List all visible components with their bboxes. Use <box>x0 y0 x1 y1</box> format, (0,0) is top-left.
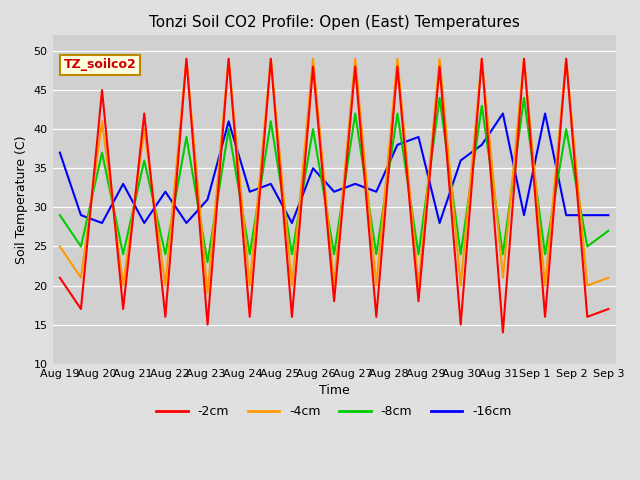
Text: TZ_soilco2: TZ_soilco2 <box>64 59 136 72</box>
Legend: -2cm, -4cm, -8cm, -16cm: -2cm, -4cm, -8cm, -16cm <box>152 400 516 423</box>
Y-axis label: Soil Temperature (C): Soil Temperature (C) <box>15 135 28 264</box>
Title: Tonzi Soil CO2 Profile: Open (East) Temperatures: Tonzi Soil CO2 Profile: Open (East) Temp… <box>148 15 520 30</box>
X-axis label: Time: Time <box>319 384 349 397</box>
